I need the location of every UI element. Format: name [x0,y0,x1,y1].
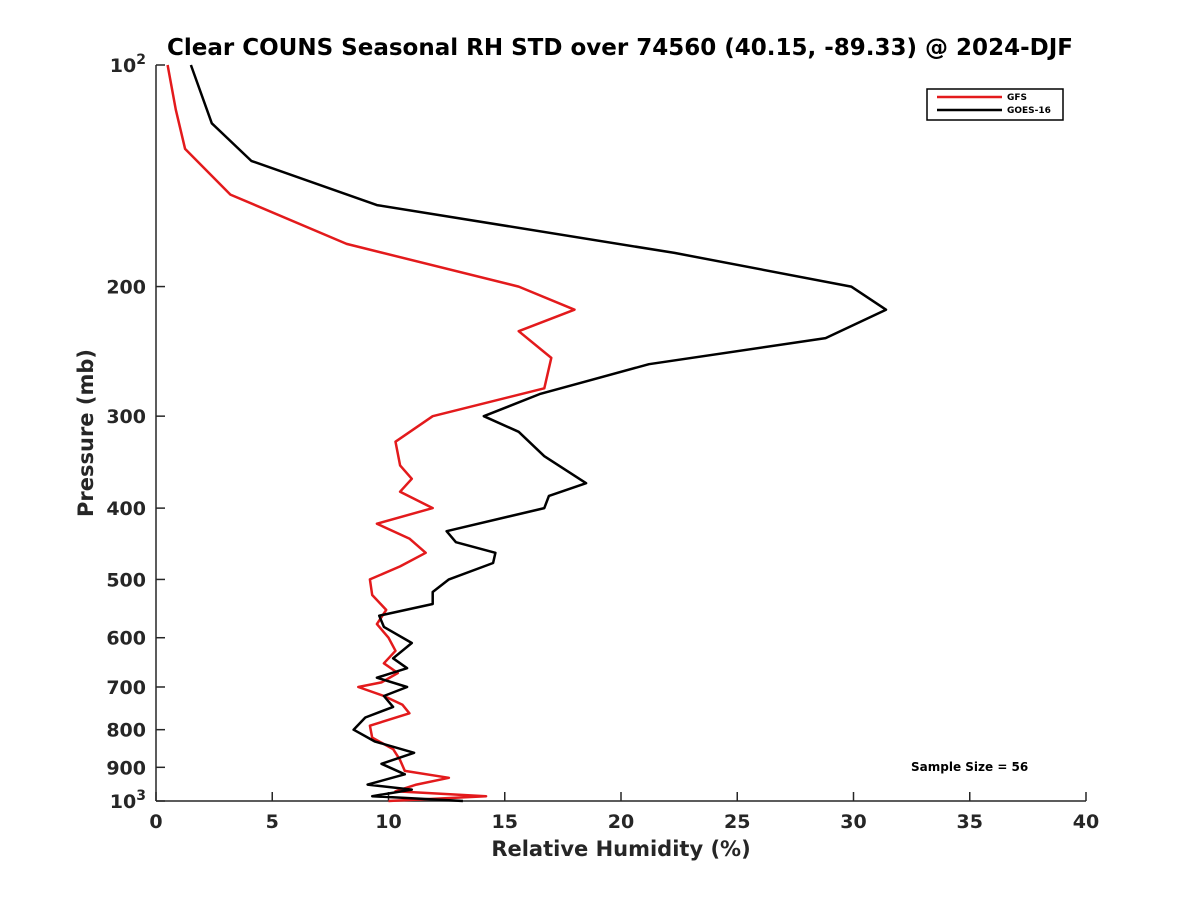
x-tick-label-15: 15 [492,811,518,833]
y-tick-1000-exp: 3 [136,788,146,804]
y-tick-label-100: 102 [110,52,146,77]
axis-ticks [155,64,1087,802]
y-tick-label-900: 900 [106,757,146,779]
x-axis-label: Relative Humidity (%) [491,837,750,861]
y-tick-label-300: 300 [106,406,146,428]
legend-label-gfs: GFS [1007,93,1027,103]
x-tick-label-5: 5 [266,811,279,833]
y-tick-label-500: 500 [106,569,146,591]
series-line-goes16 [189,64,888,803]
y-tick-100-base: 10 [110,55,136,77]
y-tick-label-1000: 103 [110,788,146,813]
x-tick-labels: 0 5 10 15 20 25 30 35 40 [149,811,1099,833]
y-tick-1000-base: 10 [110,791,136,813]
legend-box [926,88,1064,121]
x-tick-label-0: 0 [149,811,162,833]
plot-area [155,64,1087,803]
y-tick-label-200: 200 [106,277,146,299]
y-tick-100-exp: 2 [136,52,146,68]
x-tick-label-30: 30 [840,811,866,833]
x-tick-label-10: 10 [375,811,401,833]
y-tick-labels: 102 200 300 400 500 600 700 800 900 103 [106,52,146,813]
series-lines [166,64,888,803]
legend-label-goes16: GOES-16 [1007,106,1051,116]
y-axis-label: Pressure (mb) [74,349,98,517]
chart-title: Clear COUNS Seasonal RH STD over 74560 (… [167,35,1073,61]
x-tick-label-25: 25 [724,811,750,833]
legend: GFS GOES-16 [926,88,1064,121]
y-tick-label-400: 400 [106,498,146,520]
y-tick-label-600: 600 [106,628,146,650]
x-tick-label-20: 20 [608,811,634,833]
x-tick-label-40: 40 [1073,811,1099,833]
x-tick-label-35: 35 [957,811,983,833]
y-tick-label-800: 800 [106,720,146,742]
sample-size-annotation: Sample Size = 56 [911,760,1028,774]
y-tick-label-700: 700 [106,677,146,699]
series-line-gfs [166,64,576,803]
